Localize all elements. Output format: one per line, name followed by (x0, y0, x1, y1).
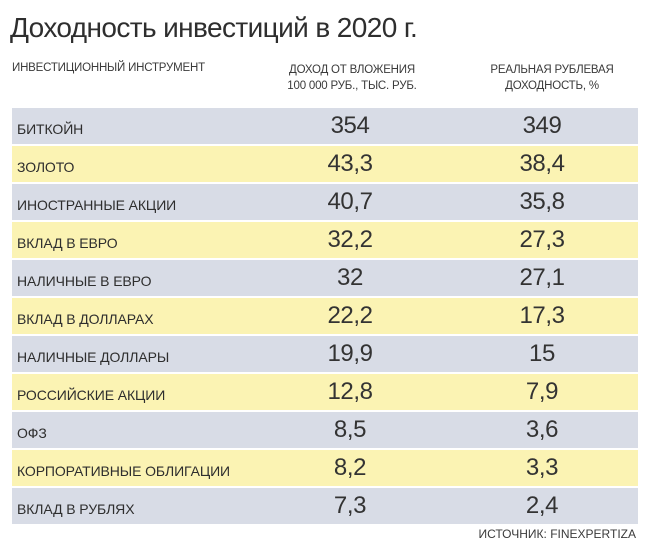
table-row: БИТКОЙН 354 349 (12, 108, 638, 144)
source-note: ИСТОЧНИК: FINEXPERTIZA (478, 527, 637, 541)
cell-income: 32,2 (327, 226, 373, 253)
cell-income: 8,2 (333, 454, 367, 481)
table-row: ВКЛАД В ДОЛЛАРАХ 22,2 17,3 (12, 298, 638, 334)
cell-instrument: НАЛИЧНЫЕ ДОЛЛАРЫ (17, 349, 170, 365)
cell-income: 8,5 (333, 416, 367, 443)
table-row: РОССИЙСКИЕ АКЦИИ 12,8 7,9 (12, 374, 638, 410)
cell-instrument: КОРПОРАТИВНЫЕ ОБЛИГАЦИИ (17, 463, 230, 479)
table-header: ИНВЕСТИЦИОННЫЙ ИНСТРУМЕНТ ДОХОД ОТ ВЛОЖЕ… (12, 62, 638, 102)
cell-instrument: ИНОСТРАННЫЕ АКЦИИ (17, 197, 177, 213)
chart-title: Доходность инвестиций в 2020 г. (10, 12, 418, 43)
cell-real-yield: 27,1 (519, 264, 565, 291)
cell-real-yield: 17,3 (519, 302, 565, 329)
column-header-instrument: ИНВЕСТИЦИОННЫЙ ИНСТРУМЕНТ (12, 62, 205, 74)
cell-income: 7,3 (333, 492, 367, 519)
cell-real-yield: 349 (522, 112, 562, 139)
data-table: БИТКОЙН 354 349 ЗОЛОТО 43,3 38,4 ИНОСТРАННЫЕ А… (12, 108, 638, 526)
cell-real-yield: 3,6 (525, 416, 559, 443)
column-header-real-yield: РЕАЛЬНАЯ РУБЛЕВАЯ ДОХОДНОСТЬ, % (490, 64, 614, 92)
column-header-income: ДОХОД ОТ ВЛОЖЕНИЯ 100 000 РУБ., ТЫС. РУБ… (287, 64, 417, 92)
table-row: НАЛИЧНЫЕ ДОЛЛАРЫ 19,9 15 (12, 336, 638, 372)
table-row: ЗОЛОТО 43,3 38,4 (12, 146, 638, 182)
table-row: ВКЛАД В РУБЛЯХ 7,3 2,4 (12, 488, 638, 524)
cell-instrument: НАЛИЧНЫЕ В ЕВРО (17, 273, 152, 289)
cell-income: 354 (330, 112, 370, 139)
cell-instrument: ОФЗ (17, 425, 47, 441)
table-row: НАЛИЧНЫЕ В ЕВРО 32 27,1 (12, 260, 638, 296)
table-row: ОФЗ 8,5 3,6 (12, 412, 638, 448)
cell-instrument: ЗОЛОТО (17, 159, 75, 175)
cell-instrument: ВКЛАД В ДОЛЛАРАХ (17, 311, 154, 327)
cell-income: 19,9 (327, 340, 373, 367)
cell-real-yield: 7,9 (525, 378, 559, 405)
cell-instrument: РОССИЙСКИЕ АКЦИИ (17, 387, 166, 403)
cell-income: 12,8 (327, 378, 373, 405)
cell-income: 43,3 (327, 150, 373, 177)
cell-instrument: БИТКОЙН (17, 121, 84, 137)
table-row: ИНОСТРАННЫЕ АКЦИИ 40,7 35,8 (12, 184, 638, 220)
table-row: КОРПОРАТИВНЫЕ ОБЛИГАЦИИ 8,2 3,3 (12, 450, 638, 486)
cell-real-yield: 38,4 (519, 150, 565, 177)
cell-instrument: ВКЛАД В ЕВРО (17, 235, 118, 251)
cell-real-yield: 35,8 (519, 188, 565, 215)
cell-income: 32 (337, 264, 363, 291)
cell-real-yield: 27,3 (519, 226, 565, 253)
cell-real-yield: 2,4 (525, 492, 559, 519)
table-row: ВКЛАД В ЕВРО 32,2 27,3 (12, 222, 638, 258)
cell-real-yield: 3,3 (525, 454, 559, 481)
cell-income: 22,2 (327, 302, 373, 329)
cell-income: 40,7 (327, 188, 373, 215)
cell-instrument: ВКЛАД В РУБЛЯХ (17, 501, 135, 517)
cell-real-yield: 15 (529, 340, 555, 367)
